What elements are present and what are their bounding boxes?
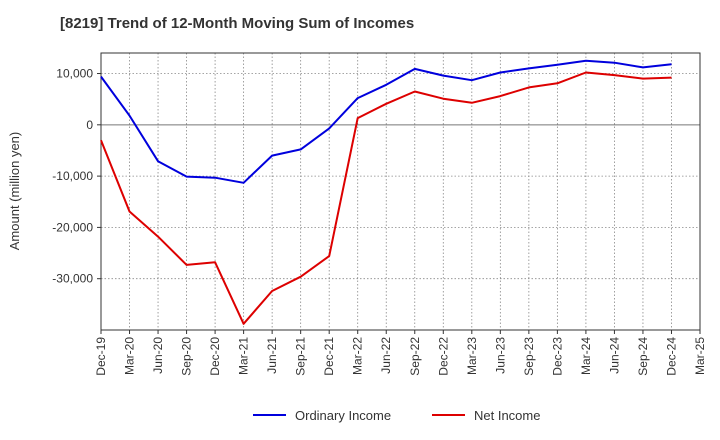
legend-label-ordinary-income: Ordinary Income (295, 408, 391, 423)
y-tick-label: -10,000 (52, 169, 93, 183)
legend: Ordinary Income Net Income (253, 408, 540, 423)
x-tick-label: Mar-22 (351, 337, 365, 375)
series-lines (100, 59, 672, 325)
x-tick-label: Sep-22 (408, 337, 422, 376)
x-tick-label: Sep-23 (522, 337, 536, 376)
x-tick-label: Dec-22 (436, 337, 450, 376)
x-tick-label: Sep-24 (636, 337, 650, 376)
y-tick-label: 10,000 (56, 67, 93, 81)
x-tick-label: Dec-19 (94, 337, 108, 376)
y-tick-label: 0 (86, 118, 93, 132)
axes (100, 52, 701, 331)
x-tick-label: Jun-21 (265, 337, 279, 374)
series-line-net-income (100, 71, 672, 325)
x-axis-ticks: Dec-19 Mar-20 Jun-20 Sep-20 Dec-20 Mar-21 Jun-… (94, 330, 707, 376)
x-tick-label: Mar-21 (237, 337, 251, 375)
plot-frame (100, 52, 701, 331)
y-tick-label: -30,000 (52, 272, 93, 286)
x-tick-label: Sep-20 (180, 337, 194, 376)
series-line-ordinary-income (100, 59, 672, 184)
x-tick-label: Jun-22 (379, 337, 393, 374)
y-tick-label: -20,000 (52, 220, 93, 234)
x-tick-label: Dec-23 (550, 337, 564, 376)
x-tick-label: Mar-24 (579, 337, 593, 375)
x-tick-label: Dec-20 (208, 337, 222, 376)
x-tick-label: Dec-24 (664, 337, 678, 376)
x-tick-label: Jun-24 (607, 337, 621, 374)
x-tick-label: Sep-21 (294, 337, 308, 376)
y-axis-label: Amount (million yen) (7, 132, 22, 251)
x-tick-label: Jun-23 (493, 337, 507, 374)
x-tick-label: Mar-20 (123, 337, 137, 375)
x-tick-label: Dec-21 (322, 337, 336, 376)
chart-title: [8219] Trend of 12-Month Moving Sum of I… (60, 15, 415, 32)
legend-label-net-income: Net Income (474, 408, 540, 423)
grid-lines (101, 53, 700, 330)
x-tick-label: Mar-25 (693, 337, 707, 375)
x-tick-label: Mar-23 (465, 337, 479, 375)
x-tick-label: Jun-20 (151, 337, 165, 374)
y-axis-ticks: 10,000 0 -10,000 -20,000 -30,000 (52, 67, 101, 286)
